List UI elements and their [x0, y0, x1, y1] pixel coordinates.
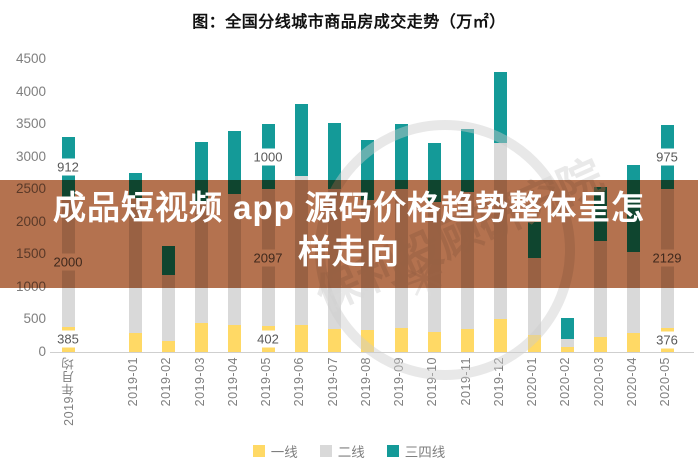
- x-axis-tick-label: 2020-05: [658, 357, 672, 407]
- bar-segment-一线: [228, 324, 242, 352]
- value-label-一线: 385: [54, 330, 82, 348]
- value-label-三四线: 912: [54, 158, 82, 176]
- legend-item-三四线: 三四线: [386, 441, 446, 461]
- bar-segment-三四线: [328, 123, 341, 189]
- x-axis-tick-label: 2019-08: [358, 357, 373, 407]
- value-label-一线: 402: [254, 330, 282, 348]
- x-axis-tick-label: 2020-01: [525, 357, 539, 407]
- x-axis-tick-label: 2019-07: [325, 357, 340, 407]
- chart-legend: 一线 二线 三四线: [0, 441, 698, 461]
- y-axis-tick-label: 3000: [15, 148, 46, 164]
- x-axis-tick-label: 2019-05: [259, 357, 273, 407]
- legend-swatch-icon: [386, 445, 399, 457]
- chart-title: 图：全国分线城市商品房成交走势（万㎡）: [192, 14, 506, 31]
- x-axis-tick-label: 2019年月均: [62, 357, 76, 426]
- bar-segment-一线: [328, 328, 341, 352]
- bar-segment-一线: [394, 327, 408, 352]
- bar-segment-一线: [161, 340, 175, 352]
- promo-banner-line1: 成品短视频 app 源码价格趋势整体呈怎: [52, 189, 645, 226]
- x-axis-line: [50, 352, 694, 353]
- bar-segment-二线: [560, 338, 574, 347]
- bar-segment-三四线: [560, 318, 574, 339]
- x-axis-tick-label: 2019-01: [126, 357, 140, 407]
- legend-label: 三四线: [404, 445, 446, 460]
- bar-segment-一线: [494, 319, 508, 352]
- promo-banner-overlay: [0, 180, 698, 288]
- y-axis-tick-label: 500: [23, 311, 46, 327]
- x-axis-tick-label: 2020-03: [591, 357, 606, 407]
- value-label-三四线: 975: [653, 148, 681, 166]
- bar-segment-三四线: [494, 72, 508, 143]
- x-axis-tick-label: 2019-12: [491, 357, 506, 407]
- legend-swatch-icon: [252, 445, 265, 457]
- bar-segment-一线: [594, 337, 607, 352]
- y-axis-tick-label: 3500: [15, 116, 46, 132]
- x-axis-tick-label: 2019-09: [392, 357, 406, 407]
- x-axis-tick-label: 2019-03: [192, 357, 207, 407]
- x-axis-tick-label: 2019-11: [458, 357, 473, 406]
- bar-segment-一线: [361, 329, 375, 352]
- legend-swatch-icon: [319, 445, 332, 457]
- bar-segment-一线: [461, 328, 474, 352]
- bar-segment-一线: [427, 331, 441, 352]
- value-label-一线: 376: [653, 331, 681, 349]
- x-axis-tick-label: 2020-02: [558, 357, 573, 407]
- value-label-三四线: 1000: [250, 148, 286, 166]
- y-axis-tick-label: 0: [38, 344, 46, 359]
- bar-segment-三四线: [461, 128, 474, 193]
- bar-segment-三四线: [228, 130, 242, 195]
- y-axis-tick-label: 4500: [15, 51, 46, 66]
- legend-item-二线: 二线: [319, 441, 365, 461]
- legend-item-一线: 一线: [252, 441, 298, 461]
- legend-label: 一线: [270, 445, 298, 460]
- bar-segment-三四线: [294, 103, 308, 176]
- bar-segment-一线: [294, 324, 308, 352]
- promo-banner-line2: 样走向: [298, 233, 400, 270]
- bar-segment-一线: [527, 335, 541, 352]
- bar-segment-一线: [627, 332, 641, 352]
- promo-banner-text: 成品短视频 app 源码价格趋势整体呈怎 样走向: [0, 186, 698, 274]
- bar-segment-二线: [161, 274, 175, 341]
- x-axis-tick-label: 2019-06: [292, 357, 307, 407]
- bar-segment-一线: [560, 346, 574, 352]
- bar-segment-一线: [195, 323, 208, 352]
- bar-segment-三四线: [394, 124, 408, 190]
- bar-segment-一线: [128, 332, 142, 352]
- x-axis-tick-label: 2019-10: [425, 357, 440, 407]
- legend-label: 二线: [337, 445, 365, 460]
- y-axis-tick-label: 4000: [15, 83, 46, 99]
- x-axis-tick-label: 2020-04: [624, 357, 639, 407]
- x-axis-tick-label: 2019-02: [159, 357, 174, 407]
- x-axis-tick-label: 2019-04: [225, 357, 240, 407]
